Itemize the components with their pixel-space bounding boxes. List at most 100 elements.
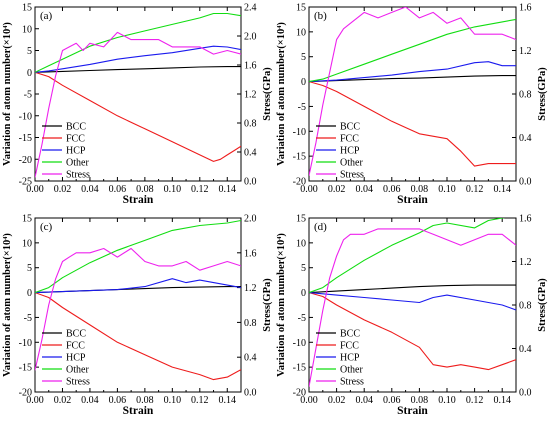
y-tick-label: -15	[293, 152, 306, 163]
y2-axis-label: Stress(GPa)	[262, 278, 273, 332]
y2-tick-label: 2.0	[244, 214, 257, 225]
y-tick-label: -15	[19, 363, 32, 374]
legend-label-bcc: BCC	[66, 329, 86, 340]
y-tick-label: 10	[296, 238, 306, 249]
y-tick-label: 15	[22, 3, 32, 14]
y-tick-label: 0	[301, 77, 306, 88]
y2-tick-label: 0.0	[519, 388, 532, 399]
series-line-hcp	[35, 45, 241, 73]
x-tick-label: 0.02	[54, 184, 72, 195]
series-line-bcc	[35, 66, 241, 73]
y-tick-label: 5	[27, 46, 32, 57]
x-tick-label: 0.14	[493, 395, 511, 406]
panel-label: (c)	[40, 221, 53, 233]
y-tick-label: -10	[19, 111, 32, 122]
series-line-other	[309, 218, 506, 294]
y2-tick-label: 1.2	[519, 46, 532, 57]
x-tick-label: 0.00	[26, 395, 44, 406]
y2-tick-label: 0.8	[244, 318, 257, 329]
y2-tick-label: 1.6	[244, 61, 257, 72]
y-tick-label: -10	[293, 127, 306, 138]
y-tick-label: -10	[293, 338, 306, 349]
y-tick-label: -5	[24, 90, 32, 101]
x-tick-label: 0.08	[136, 395, 154, 406]
y2-tick-label: 0.0	[244, 388, 257, 399]
y-tick-label: -15	[293, 363, 306, 374]
panel-label: (d)	[314, 221, 327, 233]
series-line-stress	[309, 7, 516, 176]
y-tick-label: -20	[293, 177, 306, 188]
legend-label-hcp: HCP	[66, 353, 86, 364]
x-axis-label: Strain	[397, 194, 428, 206]
chart-panel: 0.00 0.02 0.04 0.06 0.08 0.10 0.12 0.14-20-15-1…	[276, 3, 548, 207]
x-tick-label: 0.06	[383, 395, 401, 406]
series-line-stress	[35, 247, 241, 371]
series-line-bcc	[309, 75, 516, 83]
chart-panel: 0.00 0.02 0.04 0.06 0.08 0.10 0.12 0.14-20-15-1…	[276, 214, 548, 418]
y-tick-label: 10	[22, 238, 32, 249]
y2-tick-label: 2.0	[244, 32, 257, 43]
series-line-stress	[35, 31, 241, 178]
y-axis-label: Variation of atom number(×10⁴)	[276, 22, 287, 166]
x-tick-label: 0.02	[328, 184, 346, 195]
x-tick-label: 0.00	[300, 395, 318, 406]
y-tick-label: -5	[24, 313, 32, 324]
y2-tick-label: 0.4	[244, 353, 257, 364]
x-tick-label: 0.14	[219, 184, 237, 195]
panel-label: (a)	[40, 10, 53, 22]
y2-tick-label: 1.2	[244, 90, 257, 101]
x-tick-label: 0.10	[438, 184, 456, 195]
y-tick-label: 15	[296, 214, 306, 225]
x-tick-label: 0.00	[300, 184, 318, 195]
y-tick-label: -20	[19, 388, 32, 399]
legend-label-bcc: BCC	[66, 122, 86, 133]
x-axis-label: Strain	[123, 194, 154, 206]
x-tick-label: 0.04	[355, 395, 373, 406]
legend-label-fcc: FCC	[340, 134, 359, 145]
x-tick-label: 0.02	[328, 395, 346, 406]
series-line-fcc	[35, 292, 241, 381]
y-tick-label: -5	[298, 313, 306, 324]
y2-tick-label: 0.8	[244, 119, 257, 130]
x-axis-label: Strain	[397, 405, 428, 417]
series-line-hcp	[35, 278, 241, 294]
y2-tick-label: 1.2	[519, 257, 532, 268]
legend-label-bcc: BCC	[340, 122, 360, 133]
y2-tick-label: 2.4	[244, 3, 257, 14]
legend-label-hcp: HCP	[340, 146, 360, 157]
y-tick-label: -10	[19, 338, 32, 349]
y-axis-label: Variation of atom number(×10⁴)	[2, 22, 13, 166]
x-tick-label: 0.00	[26, 184, 44, 195]
y2-axis-label: Stress(GPa)	[537, 278, 548, 332]
x-tick-label: 0.08	[136, 184, 154, 195]
y2-tick-label: 0.4	[244, 148, 257, 159]
x-tick-label: 0.12	[466, 395, 484, 406]
y2-tick-label: 1.6	[519, 214, 532, 225]
y2-tick-label: 1.2	[244, 283, 257, 294]
x-tick-label: 0.04	[81, 184, 99, 195]
x-tick-label: 0.12	[191, 184, 209, 195]
series-line-hcp	[309, 61, 516, 83]
series-line-bcc	[309, 284, 516, 294]
legend-label-fcc: FCC	[66, 134, 85, 145]
legend-label-stress: Stress	[66, 377, 90, 388]
y2-axis-label: Stress(GPa)	[537, 67, 548, 121]
y-tick-label: 10	[22, 24, 32, 35]
x-tick-label: 0.04	[355, 184, 373, 195]
y2-axis-label: Stress(GPa)	[262, 67, 273, 121]
series-line-hcp	[309, 292, 516, 311]
y-tick-label: -5	[298, 102, 306, 113]
y2-tick-label: 0.0	[519, 177, 532, 188]
y2-tick-label: 0.4	[519, 344, 532, 355]
y-tick-label: 0	[301, 288, 306, 299]
chart-panel: 0.00 0.02 0.04 0.06 0.08 0.10 0.12 0.14-25-20-1…	[2, 3, 273, 207]
y-tick-label: 15	[296, 3, 306, 14]
x-tick-label: 0.08	[411, 184, 429, 195]
x-tick-label: 0.12	[466, 184, 484, 195]
series-line-other	[309, 18, 516, 83]
x-tick-label: 0.08	[411, 395, 429, 406]
legend-label-other: Other	[66, 158, 89, 169]
y2-tick-label: 1.6	[244, 248, 257, 259]
legend-label-fcc: FCC	[340, 341, 359, 352]
x-tick-label: 0.14	[219, 395, 237, 406]
